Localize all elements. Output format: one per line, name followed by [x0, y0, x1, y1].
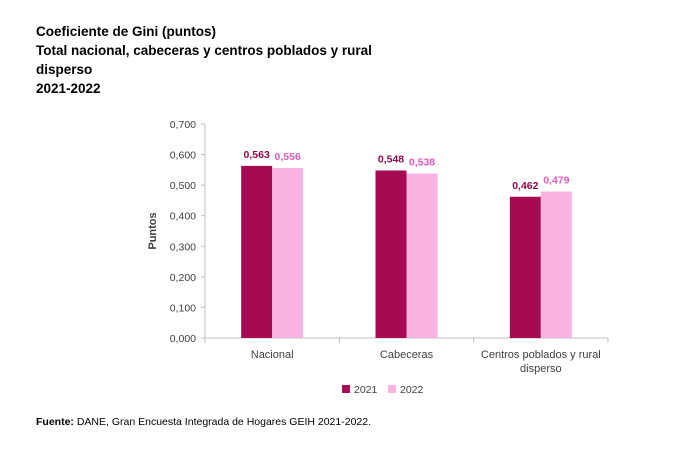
data-label-2022: 0,538 [409, 157, 435, 169]
bar-2021 [509, 196, 541, 338]
legend-label-2022: 2022 [400, 384, 424, 396]
legend-label-2021: 2021 [354, 384, 378, 396]
y-tick-label: 0,000 [170, 333, 196, 345]
chart-subtitle-continued: disperso [36, 62, 93, 77]
category-label: disperso [520, 363, 562, 375]
chart-period: 2021-2022 [36, 81, 101, 96]
bar-2021 [241, 165, 273, 338]
bar-2022 [272, 168, 304, 338]
legend-swatch-2022 [388, 385, 396, 393]
bar-2021 [375, 170, 407, 338]
y-tick-label: 0,600 [170, 150, 196, 162]
bar-2022 [540, 191, 572, 338]
data-label-2021: 0,563 [244, 149, 270, 161]
y-tick-label: 0,300 [170, 241, 196, 253]
data-label-2022: 0,479 [543, 175, 569, 187]
y-tick-label: 0,100 [170, 302, 196, 314]
data-label-2021: 0,548 [378, 153, 404, 165]
category-label: Cabeceras [380, 349, 434, 361]
source-label: Fuente: [36, 416, 74, 428]
category-label: Centros poblados y rural [481, 349, 601, 361]
data-label-2021: 0,462 [512, 180, 538, 192]
y-tick-label: 0,400 [170, 211, 196, 223]
y-tick-label: 0,700 [170, 119, 196, 131]
bar-2022 [406, 173, 438, 338]
source-note: Fuente: DANE, Gran Encuesta Integrada de… [36, 416, 371, 428]
y-axis-title: Puntos [147, 212, 159, 249]
data-label-2022: 0,556 [275, 151, 301, 163]
y-tick-label: 0,200 [170, 272, 196, 284]
source-text: DANE, Gran Encuesta Integrada de Hogares… [76, 416, 372, 428]
category-label: Nacional [251, 349, 294, 361]
chart-title: Coeficiente de Gini (puntos) [36, 24, 217, 39]
chart-subtitle: Total nacional, cabeceras y centros pobl… [36, 43, 372, 58]
chart-title-block: Coeficiente de Gini (puntos) Total nacio… [36, 22, 596, 98]
legend-swatch-2021 [342, 385, 350, 393]
y-tick-label: 0,500 [170, 180, 196, 192]
